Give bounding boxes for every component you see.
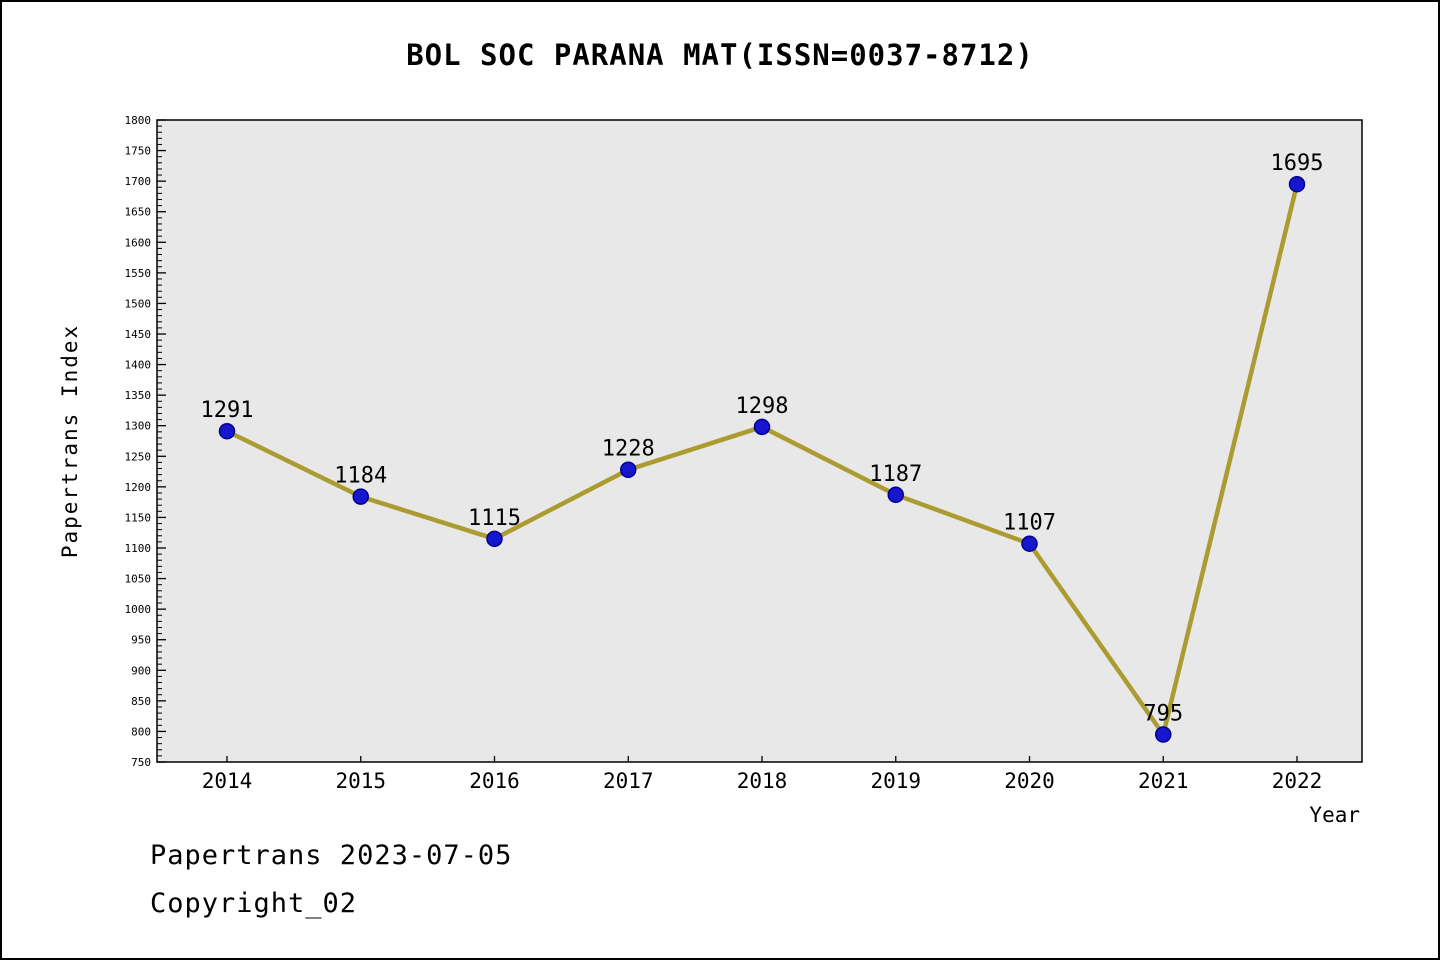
y-tick-label: 1750 — [125, 145, 152, 158]
data-point-label: 1187 — [869, 462, 922, 487]
y-tick-label: 1450 — [125, 328, 152, 341]
data-point-marker — [352, 488, 369, 505]
data-point-label: 1115 — [468, 506, 521, 531]
y-tick-label: 1150 — [125, 511, 152, 524]
y-tick-label: 750 — [131, 756, 151, 769]
y-tick-label: 1600 — [125, 236, 152, 249]
y-tick-label: 1100 — [125, 542, 152, 555]
data-point-marker — [218, 422, 236, 440]
x-axis-title: Year — [1309, 803, 1360, 827]
x-tick-label: 2019 — [870, 769, 921, 793]
x-tick-label: 2021 — [1138, 769, 1189, 793]
plot-background — [156, 119, 1363, 763]
data-point-marker — [887, 486, 904, 504]
x-tick-label: 2017 — [603, 769, 654, 793]
y-tick-label: 1050 — [125, 573, 152, 586]
y-tick-label: 1700 — [125, 175, 152, 188]
x-tick-label: 2015 — [335, 769, 386, 793]
data-point-label: 1298 — [736, 394, 789, 419]
data-point-label: 1695 — [1271, 151, 1324, 176]
data-point-label: 1107 — [1003, 511, 1056, 536]
x-tick-label: 2014 — [202, 769, 253, 793]
y-tick-label: 1350 — [125, 389, 152, 402]
y-tick-label: 1000 — [125, 603, 152, 616]
data-point-marker — [620, 461, 637, 478]
y-tick-label: 1650 — [125, 206, 152, 219]
y-tick-label: 1200 — [125, 481, 152, 494]
data-point-label: 795 — [1143, 701, 1183, 726]
footer-copyright: Copyright_02 — [150, 888, 358, 919]
y-tick-label: 1550 — [125, 267, 152, 280]
data-point-marker — [1155, 726, 1172, 743]
data-point-marker — [486, 530, 503, 548]
x-tick-label: 2016 — [469, 769, 520, 793]
y-tick-label: 1300 — [125, 420, 152, 433]
x-tick-label: 2018 — [737, 769, 788, 793]
footer-date: Papertrans 2023-07-05 — [150, 840, 513, 871]
y-axis-title: Papertrans Index — [58, 324, 82, 558]
data-point-marker — [753, 418, 771, 436]
chart-title: BOL SOC PARANA MAT(ISSN=0037-8712) — [406, 38, 1034, 72]
data-point-label: 1184 — [334, 464, 387, 489]
y-tick-label: 1250 — [125, 450, 152, 463]
data-point-label: 1291 — [201, 398, 254, 423]
y-tick-label: 850 — [131, 695, 151, 708]
x-tick-label: 2022 — [1272, 769, 1323, 793]
data-point-label: 1228 — [602, 437, 655, 462]
data-point-marker — [1288, 175, 1306, 193]
x-tick-label: 2020 — [1004, 769, 1055, 793]
y-tick-label: 1800 — [125, 114, 152, 127]
y-tick-label: 800 — [131, 725, 151, 738]
data-point-marker — [1021, 535, 1038, 552]
y-tick-label: 1400 — [125, 359, 152, 372]
y-tick-label: 900 — [131, 664, 151, 677]
y-tick-label: 1500 — [125, 297, 152, 310]
y-tick-label: 950 — [131, 634, 151, 647]
